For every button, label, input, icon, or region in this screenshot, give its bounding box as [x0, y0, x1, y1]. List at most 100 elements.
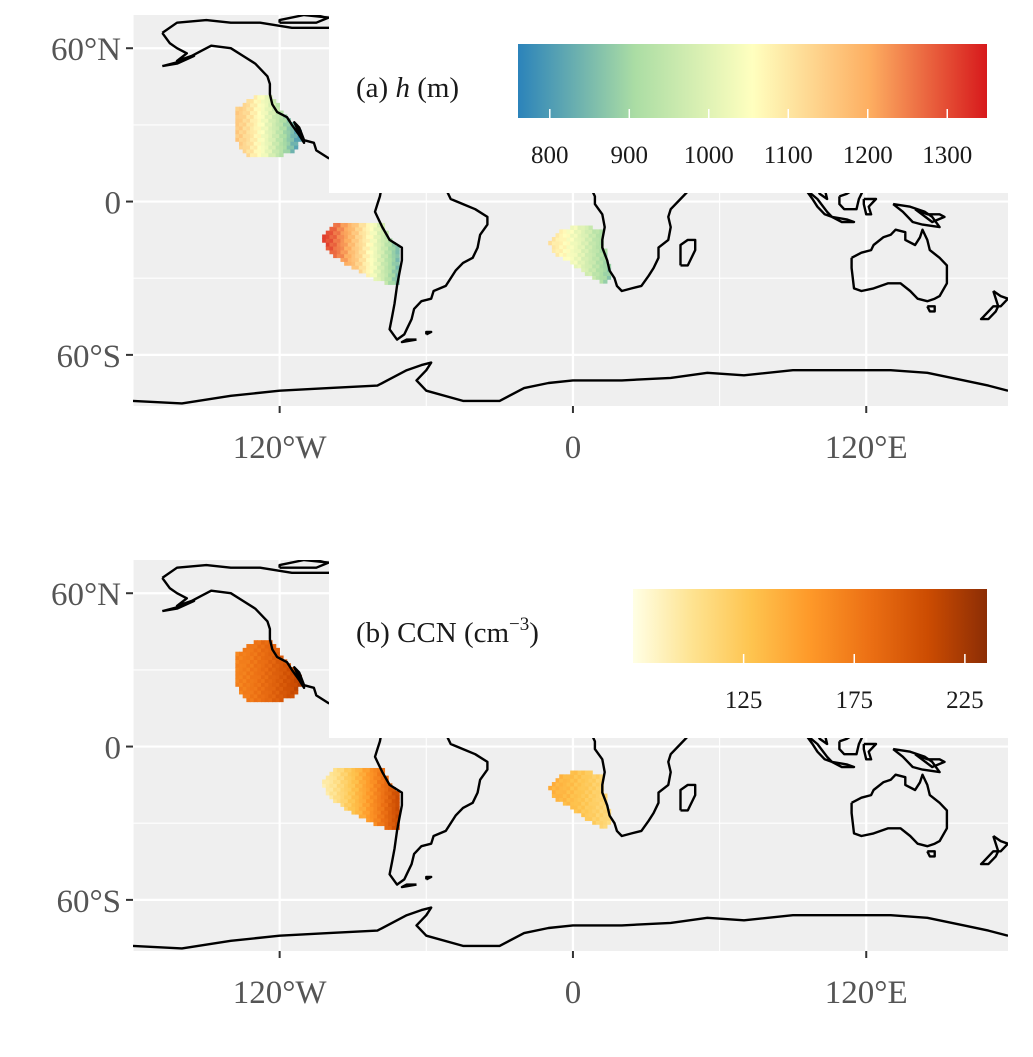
data-cell: [358, 790, 364, 796]
data-cell: [595, 229, 601, 234]
data-cell: [358, 798, 364, 804]
data-cell: [366, 817, 371, 823]
data-cell: [595, 237, 601, 242]
data-cell: [268, 682, 273, 687]
data-cell: [261, 125, 266, 131]
data-cell: [279, 118, 284, 123]
data-cell: [380, 810, 386, 815]
data-cell: [566, 240, 571, 246]
data-cell: [351, 245, 356, 251]
data-cell: [358, 257, 364, 262]
data-cell: [283, 670, 288, 676]
data-cell: [344, 771, 349, 777]
data-cell: [275, 137, 280, 142]
data-cell: [275, 674, 280, 680]
data-cell: [257, 125, 262, 131]
data-cell: [279, 133, 284, 138]
data-cell: [588, 785, 593, 791]
data-cell: [290, 686, 295, 691]
data-cell: [286, 122, 291, 127]
data-cell: [336, 230, 342, 236]
data-cell: [347, 257, 353, 262]
data-cell: [329, 779, 334, 784]
data-cell: [388, 253, 393, 259]
data-cell: [264, 655, 269, 660]
data-cell: [377, 234, 382, 239]
data-cell: [347, 249, 353, 255]
data-cell: [242, 118, 247, 123]
y-tick-label: 0: [105, 731, 122, 767]
data-cell: [336, 767, 342, 773]
data-cell: [246, 106, 251, 112]
data-cell: [272, 141, 277, 146]
data-cell: [384, 787, 389, 792]
data-cell: [272, 682, 277, 687]
data-cell: [340, 802, 345, 807]
data-cell: [272, 129, 277, 135]
data-cell: [358, 261, 364, 266]
data-cell: [336, 783, 342, 788]
data-cell: [577, 252, 582, 257]
data-cell: [562, 801, 568, 806]
data-cell: [603, 248, 608, 253]
data-cell: [358, 775, 364, 781]
data-cell: [584, 240, 590, 246]
coastline: [161, 54, 196, 68]
data-cell: [573, 244, 579, 250]
data-cell: [599, 229, 604, 234]
data-cell: [336, 226, 342, 232]
data-cell: [347, 230, 353, 236]
data-cell: [369, 230, 375, 236]
y-tick-label: 60°N: [51, 32, 121, 68]
data-cell: [355, 810, 360, 815]
data-cell: [395, 272, 400, 278]
data-cell: [369, 806, 375, 811]
data-cell: [235, 133, 240, 138]
data-cell: [577, 805, 582, 810]
data-cell: [358, 779, 364, 784]
data-cell: [239, 137, 244, 142]
data-cell: [366, 249, 371, 255]
data-cell: [279, 659, 284, 664]
data-cell: [294, 686, 299, 691]
data-cell: [347, 261, 353, 266]
data-cell: [351, 810, 356, 815]
data-cell: [588, 240, 593, 246]
data-cell: [272, 678, 277, 683]
data-cell: [286, 670, 291, 676]
data-cell: [351, 798, 356, 804]
data-cell: [275, 129, 280, 135]
y-tick-label: 60°S: [56, 884, 121, 920]
data-cell: [369, 783, 375, 788]
data-cell: [581, 785, 586, 791]
data-cell: [384, 790, 389, 796]
data-cell: [592, 240, 597, 246]
data-cell: [599, 824, 604, 829]
data-cell: [283, 122, 288, 127]
data-cell: [566, 233, 571, 238]
data-cell: [347, 242, 353, 247]
data-cell: [395, 817, 400, 823]
data-cell: [362, 767, 367, 773]
data-cell: [380, 794, 386, 800]
data-cell: [584, 237, 590, 242]
data-cell: [573, 793, 579, 798]
data-cell: [391, 280, 397, 285]
data-cell: [384, 821, 389, 827]
data-cell: [268, 129, 273, 135]
data-cell: [566, 785, 571, 791]
data-cell: [395, 245, 400, 251]
data-cell: [329, 794, 334, 800]
panel-a-boundary-layer-height: 60°N 0 60°S 120°W 0 120°E (a) h (m) 800 900 1000 1…: [0, 0, 1033, 512]
data-cell: [588, 778, 593, 783]
data-cell: [235, 655, 240, 660]
data-cell: [369, 771, 375, 777]
data-cell: [239, 678, 244, 683]
data-cell: [257, 640, 262, 645]
data-cell: [264, 693, 269, 699]
data-cell: [253, 690, 258, 695]
data-cell: [268, 125, 273, 131]
data-cell: [351, 222, 356, 228]
data-cell: [380, 272, 386, 278]
data-cell: [577, 782, 582, 787]
